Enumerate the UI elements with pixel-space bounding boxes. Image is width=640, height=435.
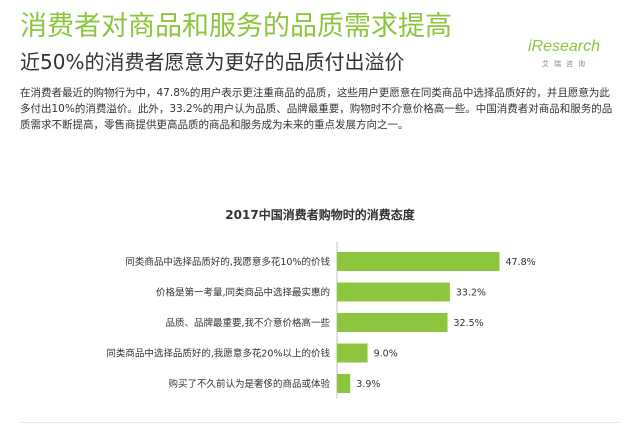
value-label: 33.2% xyxy=(456,288,486,299)
bar xyxy=(337,282,450,302)
value-label: 47.8% xyxy=(506,257,536,268)
logo-wordmark: iResearch xyxy=(528,38,601,55)
iresearch-logo: iResearch 艾瑞咨询 xyxy=(528,38,604,74)
logo-subtext: 艾瑞咨询 xyxy=(542,60,590,68)
intro-paragraph: 在消费者最近的购物行为中，47.8%的用户表示更注重商品的品质，这些用户更愿意在… xyxy=(20,87,613,131)
category-label: 品质、品牌最重要,我不介意价格高一些 xyxy=(165,317,330,329)
footer-divider xyxy=(20,422,620,423)
bar xyxy=(337,252,500,271)
bar-chart: 同类商品中选择品质好的,我愿意多花10%的价钱 47.8% 价格是第一考量,同类商品… xyxy=(106,242,536,399)
page-title: 消费者对商品和服务的品质需求提高 xyxy=(20,11,452,42)
page-subtitle: 近50%的消费者愿意为更好的品质付出溢价 xyxy=(20,50,405,74)
value-label: 9.0% xyxy=(374,349,398,360)
value-label: 32.5% xyxy=(454,318,484,329)
category-label: 同类商品中选择品质好的,我愿意多花10%的价钱 xyxy=(125,256,330,268)
category-label: 购买了不久前认为是奢侈的商品或体验 xyxy=(168,378,330,390)
category-label: 价格是第一考量,同类商品中选择最实惠的 xyxy=(156,287,330,299)
category-label: 同类商品中选择品质好的,我愿意多花20%以上的价钱 xyxy=(106,348,330,360)
value-label: 3.9% xyxy=(356,379,380,390)
bar xyxy=(337,343,368,363)
bar xyxy=(337,374,351,393)
bar xyxy=(337,313,448,332)
chart-title: 2017中国消费者购物时的消费态度 xyxy=(225,208,415,222)
